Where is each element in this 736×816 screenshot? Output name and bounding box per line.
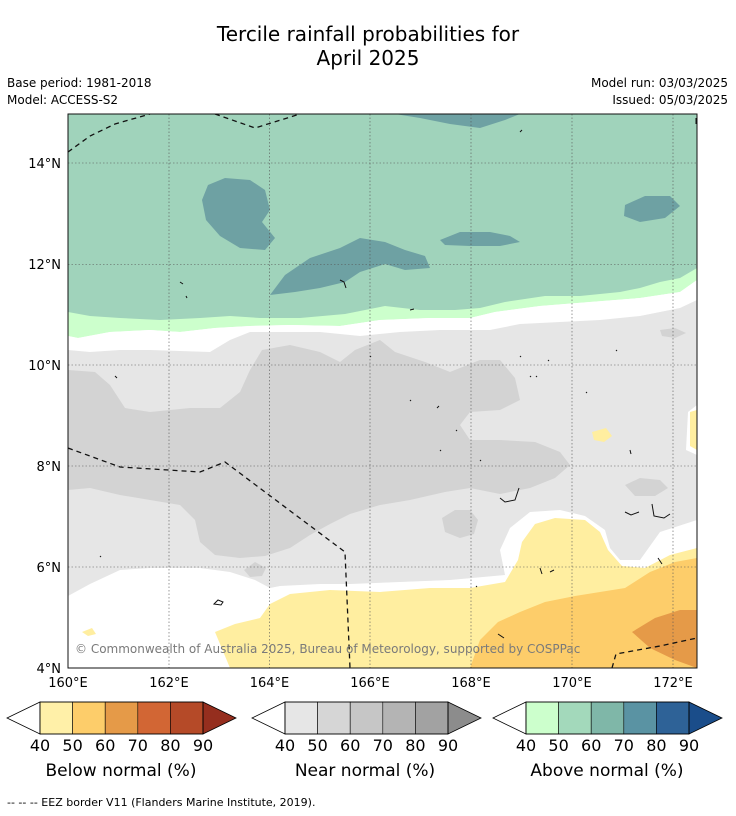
near-normal-colorbar-tick: 60 bbox=[340, 736, 360, 755]
below-normal-colorbar-lower-triangle bbox=[6, 701, 41, 735]
near-normal-50-60-patch-tiny bbox=[660, 328, 686, 338]
lat-label: 10°N bbox=[28, 359, 61, 374]
above-normal-colorbar-segment bbox=[590, 701, 625, 735]
below-normal-colorbar-tick: 60 bbox=[95, 736, 115, 755]
colorbar-legends: 40 50 60 70 80 90 40 50 60 70 80 90 40 50 60 70 80 90 bbox=[6, 701, 723, 755]
above-normal-colorbar-segment bbox=[656, 701, 690, 735]
lon-label: 164°E bbox=[250, 676, 290, 691]
copyright-notice: © Commonwealth of Australia 2025, Bureau… bbox=[75, 642, 580, 656]
map-title-line-2: April 2025 bbox=[316, 46, 420, 70]
lat-label: 4°N bbox=[37, 662, 62, 677]
near-normal-50-60-patch-south bbox=[442, 510, 478, 538]
above-normal-colorbar-segment bbox=[525, 701, 559, 735]
map-shading bbox=[68, 114, 697, 668]
map-gridlines bbox=[68, 114, 697, 668]
below-normal-colorbar-segment bbox=[72, 701, 106, 735]
below-normal-colorbar-segment bbox=[104, 701, 139, 735]
lon-label: 166°E bbox=[350, 676, 390, 691]
lat-label: 8°N bbox=[37, 460, 62, 475]
below-normal-colorbar-tick: 50 bbox=[62, 736, 82, 755]
model-run-date: Model run: 03/03/2025 bbox=[590, 76, 728, 90]
above-normal-50-60-region bbox=[68, 114, 697, 320]
above-normal-colorbar-tick: 90 bbox=[679, 736, 699, 755]
near-normal-50-60-patch-east bbox=[625, 478, 668, 496]
near-normal-legend-label: Near normal (%) bbox=[294, 761, 436, 781]
issued-date: Issued: 05/03/2025 bbox=[612, 93, 728, 107]
climatology-gap-band bbox=[68, 280, 697, 352]
above-normal-60-70-patch-far-east bbox=[624, 196, 680, 222]
eez-borders bbox=[68, 114, 697, 668]
above-normal-60-70-patch-east bbox=[440, 232, 520, 246]
map-title-line-1: Tercile rainfall probabilities for bbox=[216, 22, 520, 46]
below-normal-colorbar-tick: 40 bbox=[30, 736, 50, 755]
above-normal-colorbar-tick: 60 bbox=[581, 736, 601, 755]
islands bbox=[99, 118, 697, 639]
near-normal-colorbar-segment bbox=[349, 701, 384, 735]
below-normal-colorbar-segment bbox=[39, 701, 73, 735]
map-frame bbox=[67, 113, 698, 669]
above-normal-colorbar-tick: 40 bbox=[516, 736, 536, 755]
below-normal-colorbar-tick: 70 bbox=[128, 736, 148, 755]
below-normal-40-50-patch-edge bbox=[690, 410, 697, 450]
lon-label: 172°E bbox=[653, 676, 693, 691]
near-normal-colorbar-tick: 40 bbox=[275, 736, 295, 755]
lat-label: 14°N bbox=[28, 157, 61, 172]
near-normal-colorbar-tick: 50 bbox=[307, 736, 327, 755]
above-normal-colorbar-tick: 70 bbox=[614, 736, 634, 755]
above-normal-colorbar-tick: 80 bbox=[646, 736, 666, 755]
above-normal-colorbar-tick: 50 bbox=[548, 736, 568, 755]
lon-label: 160°E bbox=[48, 676, 88, 691]
base-period: Base period: 1981-2018 bbox=[7, 76, 152, 90]
below-normal-colorbar-frame bbox=[39, 701, 204, 735]
below-normal-colorbar-segment bbox=[170, 701, 204, 735]
near-normal-colorbar-lower-triangle bbox=[251, 701, 286, 735]
near-normal-colorbar-segment bbox=[415, 701, 449, 735]
below-normal-colorbar-tick: 80 bbox=[160, 736, 180, 755]
above-normal-colorbar-upper-triangle bbox=[688, 701, 723, 735]
below-normal-colorbar-segment bbox=[137, 701, 171, 735]
near-normal-colorbar-frame bbox=[284, 701, 449, 735]
above-normal-colorbar-lower-triangle bbox=[492, 701, 527, 735]
above-normal-colorbar-segment bbox=[558, 701, 592, 735]
near-normal-colorbar-upper-triangle bbox=[447, 701, 482, 735]
near-normal-50-60-patch-west bbox=[244, 562, 266, 577]
near-normal-50-60-region bbox=[68, 340, 570, 558]
lat-label: 6°N bbox=[37, 561, 62, 576]
below-normal-50-60-region bbox=[470, 558, 697, 668]
near-normal-colorbar-segment bbox=[317, 701, 351, 735]
above-normal-60-70-patch-north bbox=[140, 114, 520, 128]
near-normal-colorbar-segment bbox=[284, 701, 318, 735]
above-normal-60-70-patch-central bbox=[270, 238, 430, 295]
lon-label: 168°E bbox=[451, 676, 491, 691]
above-normal-colorbar-segment bbox=[623, 701, 657, 735]
lat-label: 12°N bbox=[28, 258, 61, 273]
above-normal-60-70-patch-west bbox=[202, 178, 275, 250]
model-name: Model: ACCESS-S2 bbox=[7, 93, 119, 107]
near-normal-colorbar-segment bbox=[382, 701, 416, 735]
near-normal-colorbar-tick: 90 bbox=[438, 736, 458, 755]
below-normal-60-70-region bbox=[632, 610, 697, 668]
lon-label: 162°E bbox=[149, 676, 189, 691]
below-normal-colorbar-upper-triangle bbox=[202, 701, 237, 735]
eez-footnote: -- -- -- EEZ border V11 (Flanders Marine… bbox=[7, 796, 316, 809]
below-normal-colorbar-tick: 90 bbox=[193, 736, 213, 755]
near-normal-colorbar-tick: 70 bbox=[373, 736, 393, 755]
above-normal-legend-label: Above normal (%) bbox=[530, 761, 684, 781]
below-normal-legend-label: Below normal (%) bbox=[45, 761, 197, 781]
below-normal-40-50-patch-small bbox=[82, 628, 96, 636]
longitude-labels: 160°E 162°E 164°E 166°E 168°E 170°E 172°… bbox=[48, 676, 693, 691]
latitude-labels: 14°N 12°N 10°N 8°N 6°N 4°N bbox=[28, 157, 61, 677]
near-normal-colorbar-tick: 80 bbox=[405, 736, 425, 755]
above-normal-colorbar-frame bbox=[525, 701, 690, 735]
lon-label: 170°E bbox=[552, 676, 592, 691]
below-normal-40-50-patch-east bbox=[592, 428, 612, 442]
